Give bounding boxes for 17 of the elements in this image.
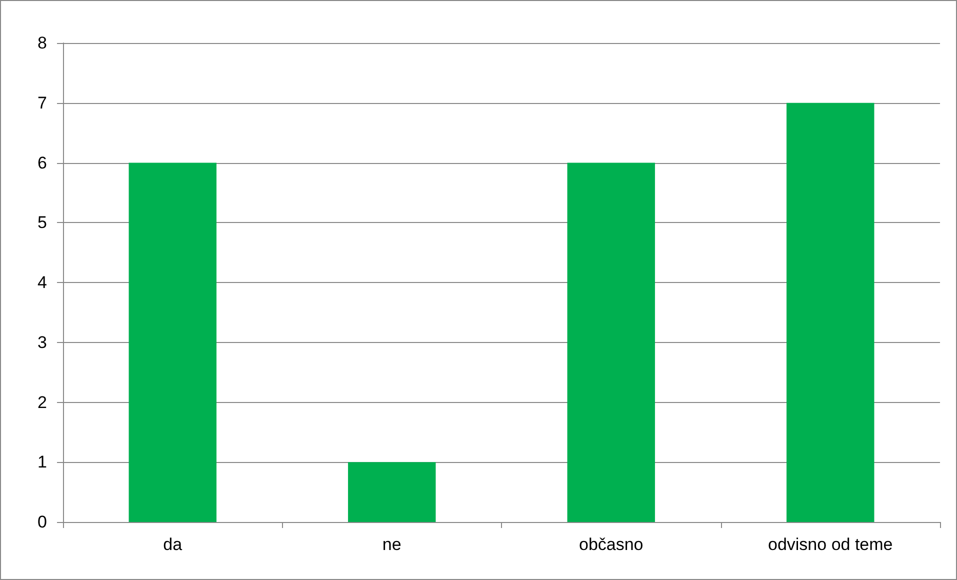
y-tick-label: 8 (38, 34, 47, 52)
x-tick-label: občasno (578, 535, 644, 554)
x-tick-label: odvisno od teme (768, 535, 893, 554)
y-tick-label: 2 (38, 392, 47, 412)
bar (128, 162, 216, 522)
bar (786, 102, 874, 522)
bar (348, 462, 436, 522)
y-tick-label: 5 (38, 213, 47, 232)
x-tick-label: da (163, 535, 183, 554)
y-tick-label: 1 (38, 452, 47, 472)
y-tick-label: 3 (38, 332, 47, 352)
y-tick-label: 0 (38, 512, 47, 532)
y-tick-label: 6 (38, 153, 47, 172)
y-tick-label: 7 (38, 93, 47, 112)
x-tick-label: ne (382, 535, 402, 554)
y-tick-label: 4 (38, 273, 47, 292)
bar (567, 162, 655, 522)
